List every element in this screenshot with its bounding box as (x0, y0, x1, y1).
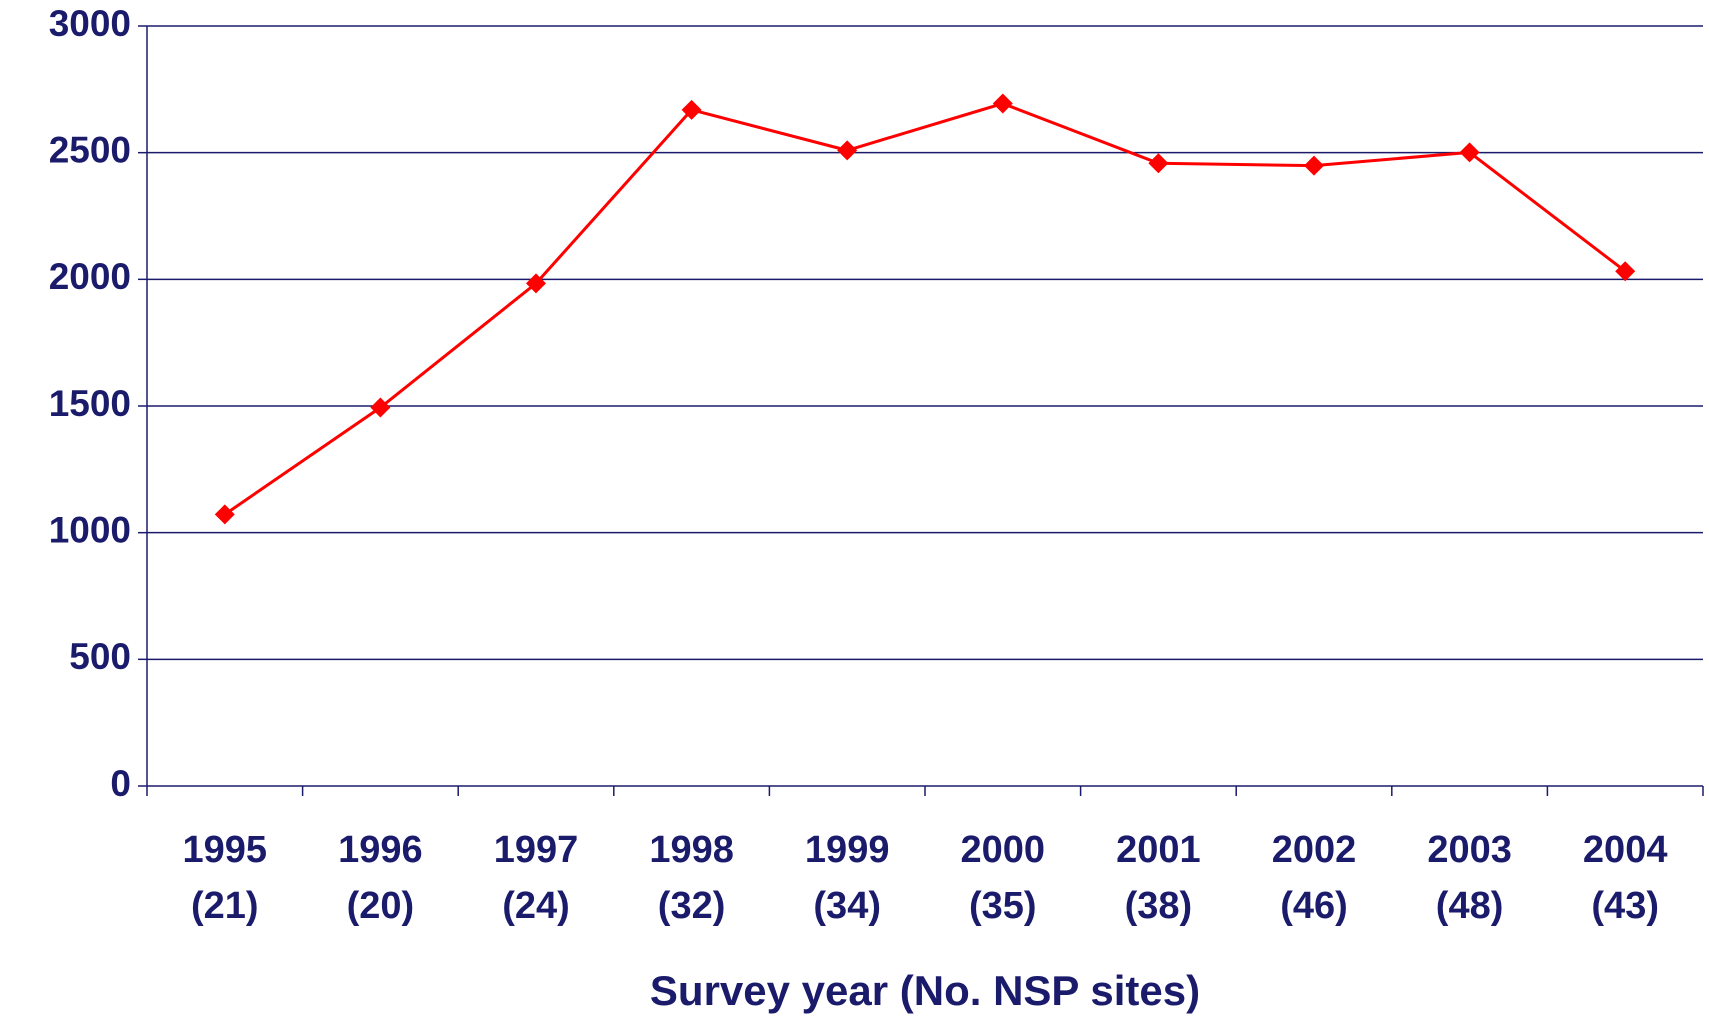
x-tick-label: (20) (347, 885, 415, 927)
x-tick-label: 1998 (649, 829, 734, 871)
marker (1304, 155, 1324, 176)
y-tick-label: 1000 (49, 509, 131, 550)
marker (1615, 261, 1636, 282)
x-tick-label: (38) (1125, 885, 1193, 927)
x-tick-label: 2001 (1116, 829, 1201, 871)
x-tick-label: 2004 (1583, 829, 1668, 871)
x-tick-label: (21) (191, 885, 259, 927)
marker (214, 504, 235, 525)
y-tick-label: 2500 (49, 129, 131, 170)
x-tick-label: (34) (813, 885, 881, 927)
marker (1148, 153, 1169, 174)
line (223, 101, 1627, 516)
x-tick-label: 2002 (1272, 829, 1357, 871)
y-tick-label: 1500 (49, 383, 131, 424)
x-tick-label: (43) (1591, 885, 1659, 927)
marker (837, 140, 858, 161)
marker (370, 397, 391, 418)
x-tick-label: (32) (658, 885, 726, 927)
marker (1459, 142, 1480, 163)
x-tick-label: (24) (502, 885, 570, 927)
x-tick-label: 1995 (183, 829, 268, 871)
marker (992, 93, 1013, 114)
x-tick-label: (46) (1280, 885, 1348, 927)
y-tick-label: 500 (69, 636, 131, 677)
y-tick-label: 3000 (49, 3, 131, 44)
y-tick-label: 2000 (49, 256, 131, 297)
x-tick-label: 1996 (338, 829, 423, 871)
x-tick-label: 1997 (494, 829, 579, 871)
x-tick-label: 2003 (1427, 829, 1512, 871)
x-axis-label: Survey year (No. NSP sites) (650, 967, 1200, 1014)
x-tick-label: (48) (1436, 885, 1504, 927)
marker (526, 273, 546, 294)
x-tick-label: 2000 (961, 829, 1046, 871)
x-tick-label: 1999 (805, 829, 890, 871)
marker (681, 99, 702, 120)
x-tick-label: (35) (969, 885, 1037, 927)
y-tick-label: 0 (110, 763, 131, 804)
